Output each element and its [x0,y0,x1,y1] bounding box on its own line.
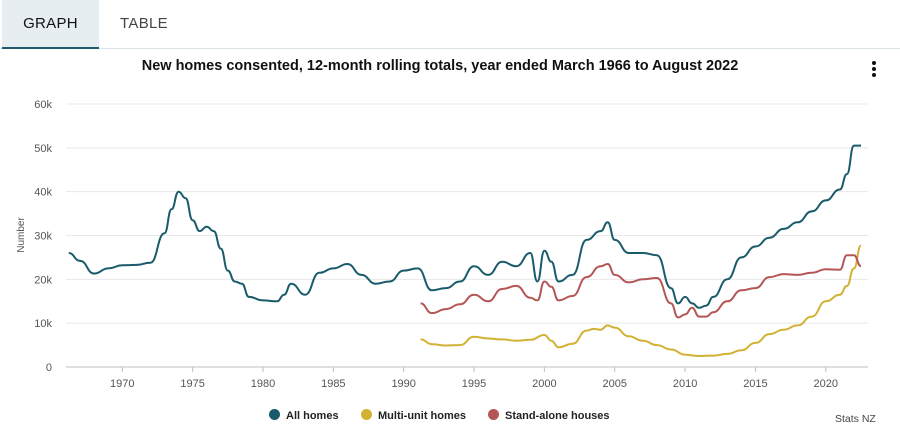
legend-item-multi-unit-homes[interactable]: Multi-unit homes [361,409,466,425]
x-tick-label: 2005 [602,378,626,390]
legend-dot-icon [488,409,499,420]
y-tick-label: 30k [34,231,52,243]
y-axis-label: Number [16,217,27,253]
source-credit: Stats NZ [835,413,876,425]
tab-table[interactable]: TABLE [120,15,168,32]
x-tick-label: 1990 [391,378,415,390]
y-tick-label: 50k [34,143,52,155]
y-tick-label: 20k [34,274,52,286]
y-axis-ticks: 0 10k 20k 30k 40k 50k 60k [34,99,52,374]
gridlines [66,103,868,368]
legend-dot-icon [361,409,372,420]
x-tick-label: 1980 [251,378,275,390]
y-tick-label: 40k [34,187,52,199]
legend-item-all-homes[interactable]: All homes [269,409,339,425]
y-tick-label: 10k [34,318,52,330]
view-tabs: GRAPH TABLE [0,0,900,49]
legend-item-stand-alone-houses[interactable]: Stand-alone houses [488,409,610,425]
x-tick-label: 2020 [814,378,838,390]
x-axis-ticks: 1970 1975 1980 1985 1990 1995 2000 2005 2010 2015… [110,367,838,390]
all-homes-line [68,144,861,309]
legend-label: Stand-alone houses [505,410,610,422]
x-tick-label: 1975 [180,378,204,390]
x-tick-label: 2010 [673,378,697,390]
x-tick-label: 1985 [321,378,345,390]
more-options-icon[interactable] [866,58,882,80]
x-tick-label: 2015 [743,378,767,390]
legend-label: All homes [286,410,339,422]
series-lines [68,144,862,357]
legend: All homes Multi-unit homes Stand-alone h… [0,409,900,425]
y-tick-label: 0 [46,362,52,374]
y-tick-label: 60k [34,99,52,111]
multi-unit-homes-line [420,244,862,357]
tab-graph[interactable]: GRAPH [2,0,99,49]
legend-dot-icon [269,409,280,420]
x-tick-label: 1995 [462,378,486,390]
stand-alone-houses-line [420,254,862,319]
chart-title: New homes consented, 12-month rolling to… [141,58,739,74]
legend-label: Multi-unit homes [378,410,466,422]
x-tick-label: 2000 [532,378,556,390]
x-tick-label: 1970 [110,378,134,390]
